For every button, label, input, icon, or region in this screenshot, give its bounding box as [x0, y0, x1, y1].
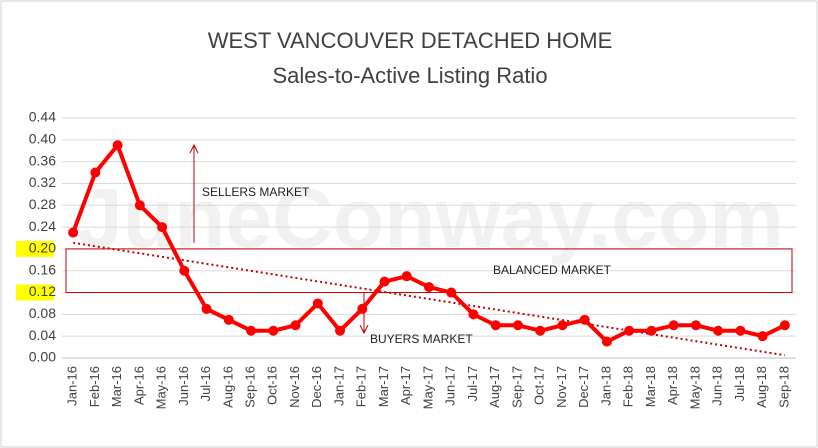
x-tick-label: Feb-18 — [621, 366, 636, 407]
x-tick-label: May-17 — [420, 366, 435, 409]
point — [757, 331, 768, 342]
point — [424, 282, 434, 293]
arrowhead — [189, 143, 199, 154]
point — [201, 303, 212, 314]
annotation: BUYERS MARKET — [370, 332, 473, 346]
y-tick-label: 0.28 — [29, 196, 56, 212]
y-tick-label: 0.16 — [29, 261, 56, 277]
point — [690, 320, 701, 331]
x-tick-label: Oct-16 — [265, 366, 280, 405]
band — [65, 248, 793, 294]
point — [624, 325, 635, 336]
arrowhead — [359, 324, 369, 335]
x-tick-label: Apr-18 — [665, 366, 680, 405]
point — [179, 265, 190, 276]
point — [290, 320, 301, 331]
point — [379, 276, 390, 287]
x-tick-label: Aug-18 — [754, 366, 769, 408]
x-tick-label: Feb-16 — [87, 366, 102, 407]
x-tick-label: Jan-17 — [331, 366, 346, 406]
y-tick-label: 0.12 — [29, 283, 56, 299]
point — [68, 227, 79, 238]
chart-title: WEST VANCOUVER DETACHED HOME — [208, 28, 613, 53]
x-tick-label: Jul-16 — [198, 366, 213, 401]
y-tick-label: 0.20 — [29, 240, 56, 256]
point — [157, 222, 168, 233]
x-tick-label: Jan-16 — [65, 366, 80, 406]
point — [357, 303, 368, 314]
point — [112, 140, 123, 151]
point — [557, 320, 568, 331]
x-tick-label: Aug-16 — [220, 366, 235, 408]
watermark: JuneConway.com — [76, 171, 784, 265]
x-tick-label: Apr-16 — [131, 366, 146, 405]
y-tick-label: 0.24 — [29, 218, 56, 234]
x-tick-label: Mar-17 — [376, 366, 391, 407]
point — [90, 167, 101, 178]
x-tick-label: Aug-17 — [487, 366, 502, 408]
point — [512, 320, 523, 331]
x-tick-label: Sep-16 — [242, 366, 257, 408]
x-tick-label: Dec-17 — [576, 366, 591, 408]
x-tick-label: May-16 — [154, 366, 169, 409]
point — [713, 325, 724, 336]
x-tick-label: Feb-17 — [354, 366, 369, 407]
y-tick-label: 0.32 — [29, 174, 56, 190]
point — [268, 325, 279, 336]
x-tick-label: Jun-18 — [710, 366, 725, 406]
annotation: SELLERS MARKET — [202, 185, 310, 199]
tick-highlight — [16, 284, 54, 301]
x-tick-label: Mar-18 — [643, 366, 658, 407]
point — [668, 320, 679, 331]
y-tick-label: 0.36 — [29, 152, 56, 168]
y-tick-label: 0.00 — [29, 349, 56, 365]
x-tick-label: Nov-16 — [287, 366, 302, 408]
x-tick-label: Jun-16 — [176, 366, 191, 406]
point — [646, 325, 657, 336]
x-tick-label: Jan-18 — [598, 366, 613, 406]
x-tick-label: Jun-17 — [443, 366, 458, 406]
tick-highlight — [16, 240, 54, 257]
point — [779, 320, 790, 331]
y-tick-label: 0.44 — [29, 109, 56, 125]
x-tick-label: Jul-18 — [732, 366, 747, 401]
x-tick-label: May-18 — [687, 366, 702, 409]
trendline — [72, 241, 786, 357]
point — [223, 314, 234, 325]
x-tick-label: Sep-17 — [509, 366, 524, 408]
point — [246, 325, 257, 336]
point — [490, 320, 501, 331]
point — [134, 200, 145, 211]
point — [468, 309, 479, 320]
y-tick-label: 0.08 — [29, 305, 56, 321]
point — [312, 298, 323, 309]
point — [735, 325, 746, 336]
x-tick-label: Oct-17 — [532, 366, 547, 405]
x-tick-label: Nov-17 — [554, 366, 569, 408]
x-tick-label: Mar-16 — [109, 366, 124, 407]
point — [601, 336, 612, 347]
y-tick-label: 0.04 — [29, 327, 56, 343]
band-label: BALANCED MARKET — [493, 263, 612, 277]
x-tick-label: Apr-17 — [398, 366, 413, 405]
x-tick-label: Dec-16 — [309, 366, 324, 408]
y-tick-label: 0.40 — [29, 131, 56, 147]
point — [579, 314, 590, 325]
x-tick-label: Sep-18 — [776, 366, 791, 408]
point — [535, 325, 546, 336]
point — [401, 271, 412, 282]
point — [446, 287, 457, 298]
chart-subtitle: Sales-to-Active Listing Ratio — [272, 63, 547, 88]
x-tick-label: Jul-17 — [465, 366, 480, 401]
point — [335, 325, 346, 336]
